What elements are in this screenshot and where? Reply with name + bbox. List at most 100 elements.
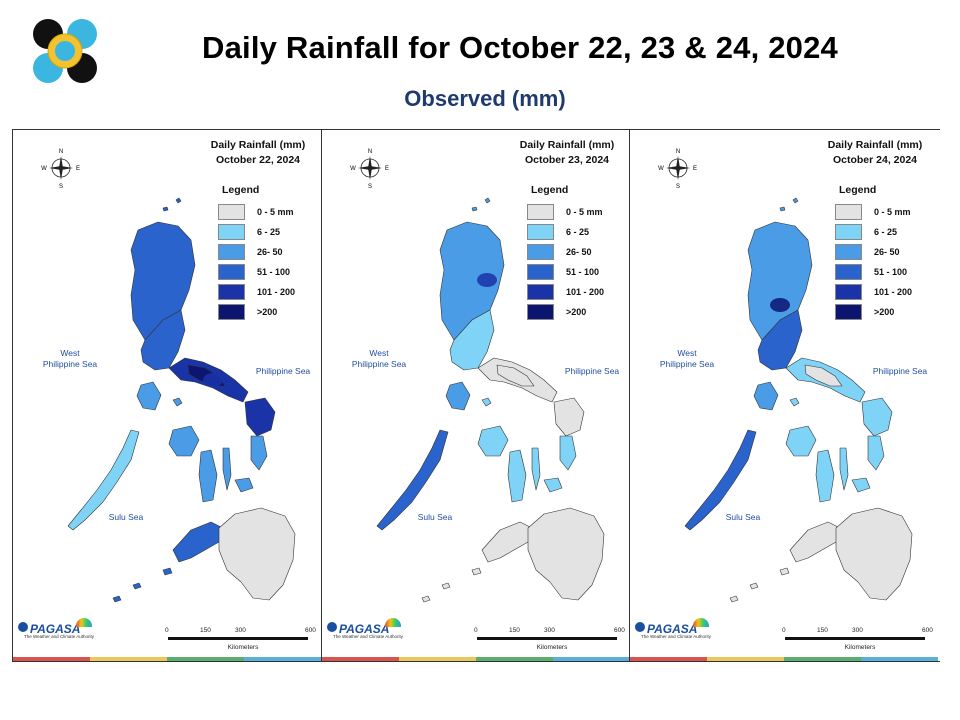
color-strip-segment	[861, 657, 938, 661]
zamboanga-peninsula	[789, 521, 841, 563]
compass-e: E	[693, 166, 697, 172]
pagasa-tagline: The Weather and Climate Authority	[333, 634, 403, 639]
scale-bar: 0 150 300 600 Kilometers	[782, 627, 935, 657]
scale-line	[785, 637, 925, 640]
color-strip	[630, 657, 938, 661]
color-strip-segment	[784, 657, 861, 661]
legend-label: 26- 50	[874, 247, 900, 257]
babuyan-island	[162, 206, 169, 212]
legend-swatch	[527, 304, 554, 320]
pagasa-wordmark: PAGASA	[339, 622, 390, 636]
negros-island	[507, 449, 527, 503]
legend-item: 0 - 5 mm	[218, 202, 318, 222]
bohol-island	[543, 477, 563, 493]
legend-label: 0 - 5 mm	[257, 207, 294, 217]
negros-island	[198, 449, 218, 503]
legend-item: 6 - 25	[527, 222, 627, 242]
scale-tick: 300	[544, 627, 555, 634]
legend-swatch	[218, 284, 245, 300]
compass-s: S	[59, 184, 63, 189]
umbrella-icon	[385, 618, 401, 627]
legend-item: >200	[527, 302, 627, 322]
scale-bar: 0 150 300 600 Kilometers	[165, 627, 318, 657]
legend-item: 101 - 200	[527, 282, 627, 302]
legend-item: 26- 50	[218, 242, 318, 262]
legend-item: 26- 50	[835, 242, 935, 262]
dost-logo	[30, 18, 100, 84]
umbrella-icon	[76, 618, 92, 627]
sea-label-sulu: Sulu Sea	[725, 512, 761, 522]
babuyan-island	[779, 206, 786, 212]
map-panel-oct-22: Daily Rainfall (mm) October 22, 2024 N S W…	[13, 130, 321, 661]
legend-title: Legend	[531, 184, 569, 196]
panel-date: October 23, 2024	[524, 154, 610, 166]
central-luzon-region	[757, 309, 803, 371]
samar-island	[553, 397, 585, 437]
cebu-island	[839, 447, 849, 491]
map-panel-oct-24: Daily Rainfall (mm) October 24, 2024 N S W…	[629, 130, 940, 661]
legend-label: >200	[566, 307, 587, 317]
marinduque-island	[481, 397, 492, 407]
samar-island	[861, 397, 893, 437]
compass-n: N	[368, 149, 372, 155]
pagasa-logo-icon	[18, 622, 28, 632]
bicol-core	[804, 364, 843, 387]
compass-rose: N S W E	[41, 147, 81, 190]
legend-title: Legend	[839, 184, 877, 196]
compass-w: W	[41, 166, 47, 172]
compass-n: N	[676, 149, 680, 155]
legend-swatch	[218, 264, 245, 280]
legend-item: >200	[218, 302, 318, 322]
legend-item: 0 - 5 mm	[527, 202, 627, 222]
scale-tick: 300	[235, 627, 246, 634]
legend-swatch	[527, 224, 554, 240]
philippines-map	[684, 197, 913, 603]
color-strip-segment	[13, 657, 90, 661]
zamboanga-peninsula	[172, 521, 224, 563]
philippines-map	[67, 197, 296, 603]
legend-swatch	[835, 264, 862, 280]
legend-swatch	[835, 304, 862, 320]
zamboanga-peninsula	[481, 521, 533, 563]
mindoro-island	[753, 381, 779, 411]
pagasa-brand: PAGASA The Weather and Climate Authority	[18, 618, 98, 654]
legend-swatch	[527, 244, 554, 260]
samar-island	[244, 397, 276, 437]
map-panel-oct-23: Daily Rainfall (mm) October 23, 2024 N S W…	[321, 130, 630, 661]
pagasa-wordmark: PAGASA	[30, 622, 81, 636]
pagasa-tagline: The Weather and Climate Authority	[641, 634, 711, 639]
pagasa-wordmark: PAGASA	[647, 622, 698, 636]
color-strip-segment	[399, 657, 476, 661]
scale-tick: 150	[509, 627, 520, 634]
legend-swatch	[527, 264, 554, 280]
pagasa-brand: PAGASA The Weather and Climate Authority	[635, 618, 715, 654]
legend: Legend 0 - 5 mm 6 - 25 26- 50 51 - 100 101 - …	[527, 184, 627, 322]
mindoro-island	[445, 381, 471, 411]
sea-label-east: Philippine Sea	[872, 366, 928, 376]
scale-tick: 0	[782, 627, 786, 634]
legend-label: 6 - 25	[257, 227, 281, 237]
legend-label: 6 - 25	[566, 227, 590, 237]
mindanao-island	[218, 507, 296, 601]
compass-n: N	[59, 149, 63, 155]
legend-item: 26- 50	[527, 242, 627, 262]
legend-label: >200	[257, 307, 278, 317]
legend: Legend 0 - 5 mm 6 - 25 26- 50 51 - 100 101 - …	[218, 184, 318, 322]
legend-swatch	[527, 204, 554, 220]
color-strip-segment	[322, 657, 399, 661]
color-strip-segment	[476, 657, 553, 661]
bohol-island	[234, 477, 254, 493]
leyte-island	[559, 435, 577, 471]
sea-label-sulu: Sulu Sea	[108, 512, 144, 522]
scale-line	[168, 637, 308, 640]
legend-swatch	[218, 204, 245, 220]
panel-date: October 24, 2024	[832, 154, 918, 166]
page-title: Daily Rainfall for October 22, 23 & 24, …	[202, 30, 838, 65]
compass-e: E	[76, 166, 80, 172]
panel-title: Daily Rainfall (mm)	[519, 139, 615, 151]
palawan-island	[67, 429, 140, 531]
bohol-island	[851, 477, 871, 493]
legend-label: 101 - 200	[566, 287, 605, 297]
compass-s: S	[368, 184, 372, 189]
scale-tick: 0	[165, 627, 169, 634]
